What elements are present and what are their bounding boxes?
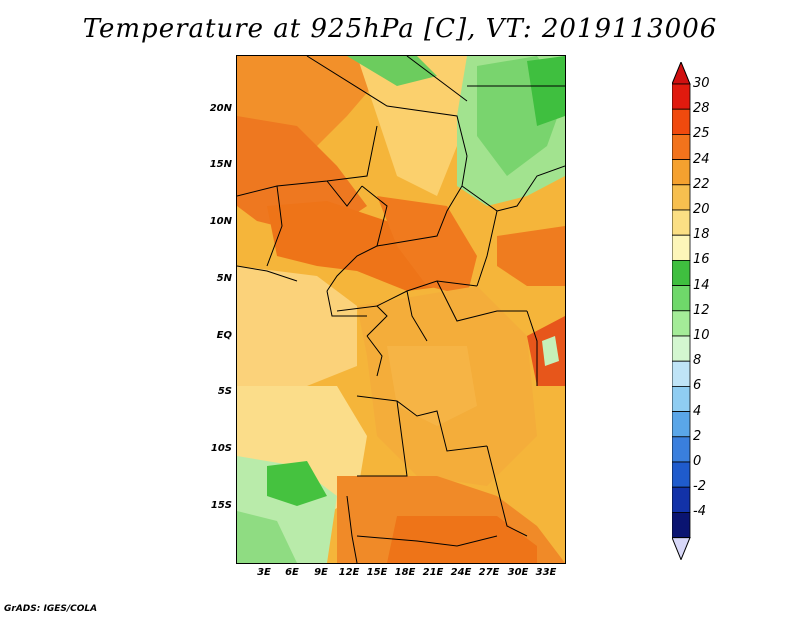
colorbar-segment bbox=[672, 134, 691, 161]
colorbar-label: 22 bbox=[693, 176, 710, 192]
colorbar-label: 24 bbox=[693, 151, 710, 167]
colorbar-segment bbox=[672, 310, 691, 337]
lon-tick-label: 30E bbox=[507, 567, 529, 578]
lon-tick-label: 18E bbox=[394, 567, 416, 578]
colorbar-label: 4 bbox=[693, 403, 702, 419]
colorbar-top-triangle bbox=[672, 62, 691, 85]
colorbar-label: 8 bbox=[693, 353, 702, 369]
colorbar-label: 6 bbox=[693, 378, 702, 394]
colorbar-segment bbox=[672, 234, 691, 261]
colorbar-label: 20 bbox=[693, 202, 710, 217]
lat-tick-label: 10S bbox=[210, 443, 232, 454]
lat-tick-label: 15S bbox=[210, 500, 232, 511]
colorbar-segment bbox=[672, 285, 691, 312]
lon-tick-label: 33E bbox=[535, 567, 557, 578]
colorbar-label: 18 bbox=[693, 227, 710, 243]
colorbar-label: -4 bbox=[693, 504, 706, 520]
lon-tick-label: 9E bbox=[314, 567, 328, 578]
lon-tick-label: 27E bbox=[478, 567, 500, 578]
colorbar-label: 10 bbox=[693, 328, 710, 343]
colorbar-label: 14 bbox=[693, 277, 710, 293]
colorbar bbox=[672, 62, 691, 560]
colorbar-segment bbox=[672, 259, 691, 286]
lon-tick-label: 3E bbox=[257, 567, 271, 578]
colorbar-segment bbox=[672, 184, 691, 211]
colorbar-label: 30 bbox=[693, 76, 710, 91]
colorbar-segment bbox=[672, 209, 691, 236]
colorbar-label: 0 bbox=[693, 454, 702, 469]
map-canvas bbox=[237, 56, 565, 563]
lat-tick-label: 10N bbox=[209, 216, 232, 227]
lat-tick-label: 5S bbox=[217, 386, 232, 397]
colorbar-segment bbox=[672, 360, 691, 387]
lon-tick-label: 24E bbox=[450, 567, 472, 578]
colorbar-bottom-triangle bbox=[672, 537, 691, 560]
lat-tick-label: 15N bbox=[209, 159, 232, 170]
lon-tick-label: 21E bbox=[422, 567, 444, 578]
colorbar-segment bbox=[672, 335, 691, 362]
colorbar-label: 28 bbox=[693, 101, 710, 117]
credit-text: GrADS: IGES/COLA bbox=[4, 604, 98, 614]
lat-tick-label: 5N bbox=[216, 273, 232, 284]
colorbar-label: 25 bbox=[693, 126, 710, 142]
colorbar-segment bbox=[672, 411, 691, 438]
colorbar-segment bbox=[672, 511, 691, 538]
lon-tick-label: 12E bbox=[338, 567, 360, 578]
colorbar-segment bbox=[672, 461, 691, 488]
lat-tick-label: EQ bbox=[216, 330, 232, 341]
colorbar-label: -2 bbox=[693, 479, 706, 495]
lat-tick-label: 20N bbox=[209, 103, 232, 114]
colorbar-label: 16 bbox=[693, 252, 710, 268]
colorbar-segment bbox=[672, 159, 691, 186]
colorbar-segment bbox=[672, 436, 691, 463]
colorbar-label: 2 bbox=[693, 428, 702, 444]
colorbar-label: 12 bbox=[693, 302, 710, 318]
lon-tick-label: 15E bbox=[366, 567, 388, 578]
colorbar-segment bbox=[672, 385, 691, 412]
lon-tick-label: 6E bbox=[285, 567, 299, 578]
temperature-map bbox=[236, 55, 566, 564]
colorbar-segment bbox=[672, 486, 691, 513]
map-title: Temperature at 925hPa [C], VT: 201911300… bbox=[82, 14, 718, 44]
colorbar-segment bbox=[672, 108, 691, 135]
colorbar-segment bbox=[672, 83, 691, 110]
